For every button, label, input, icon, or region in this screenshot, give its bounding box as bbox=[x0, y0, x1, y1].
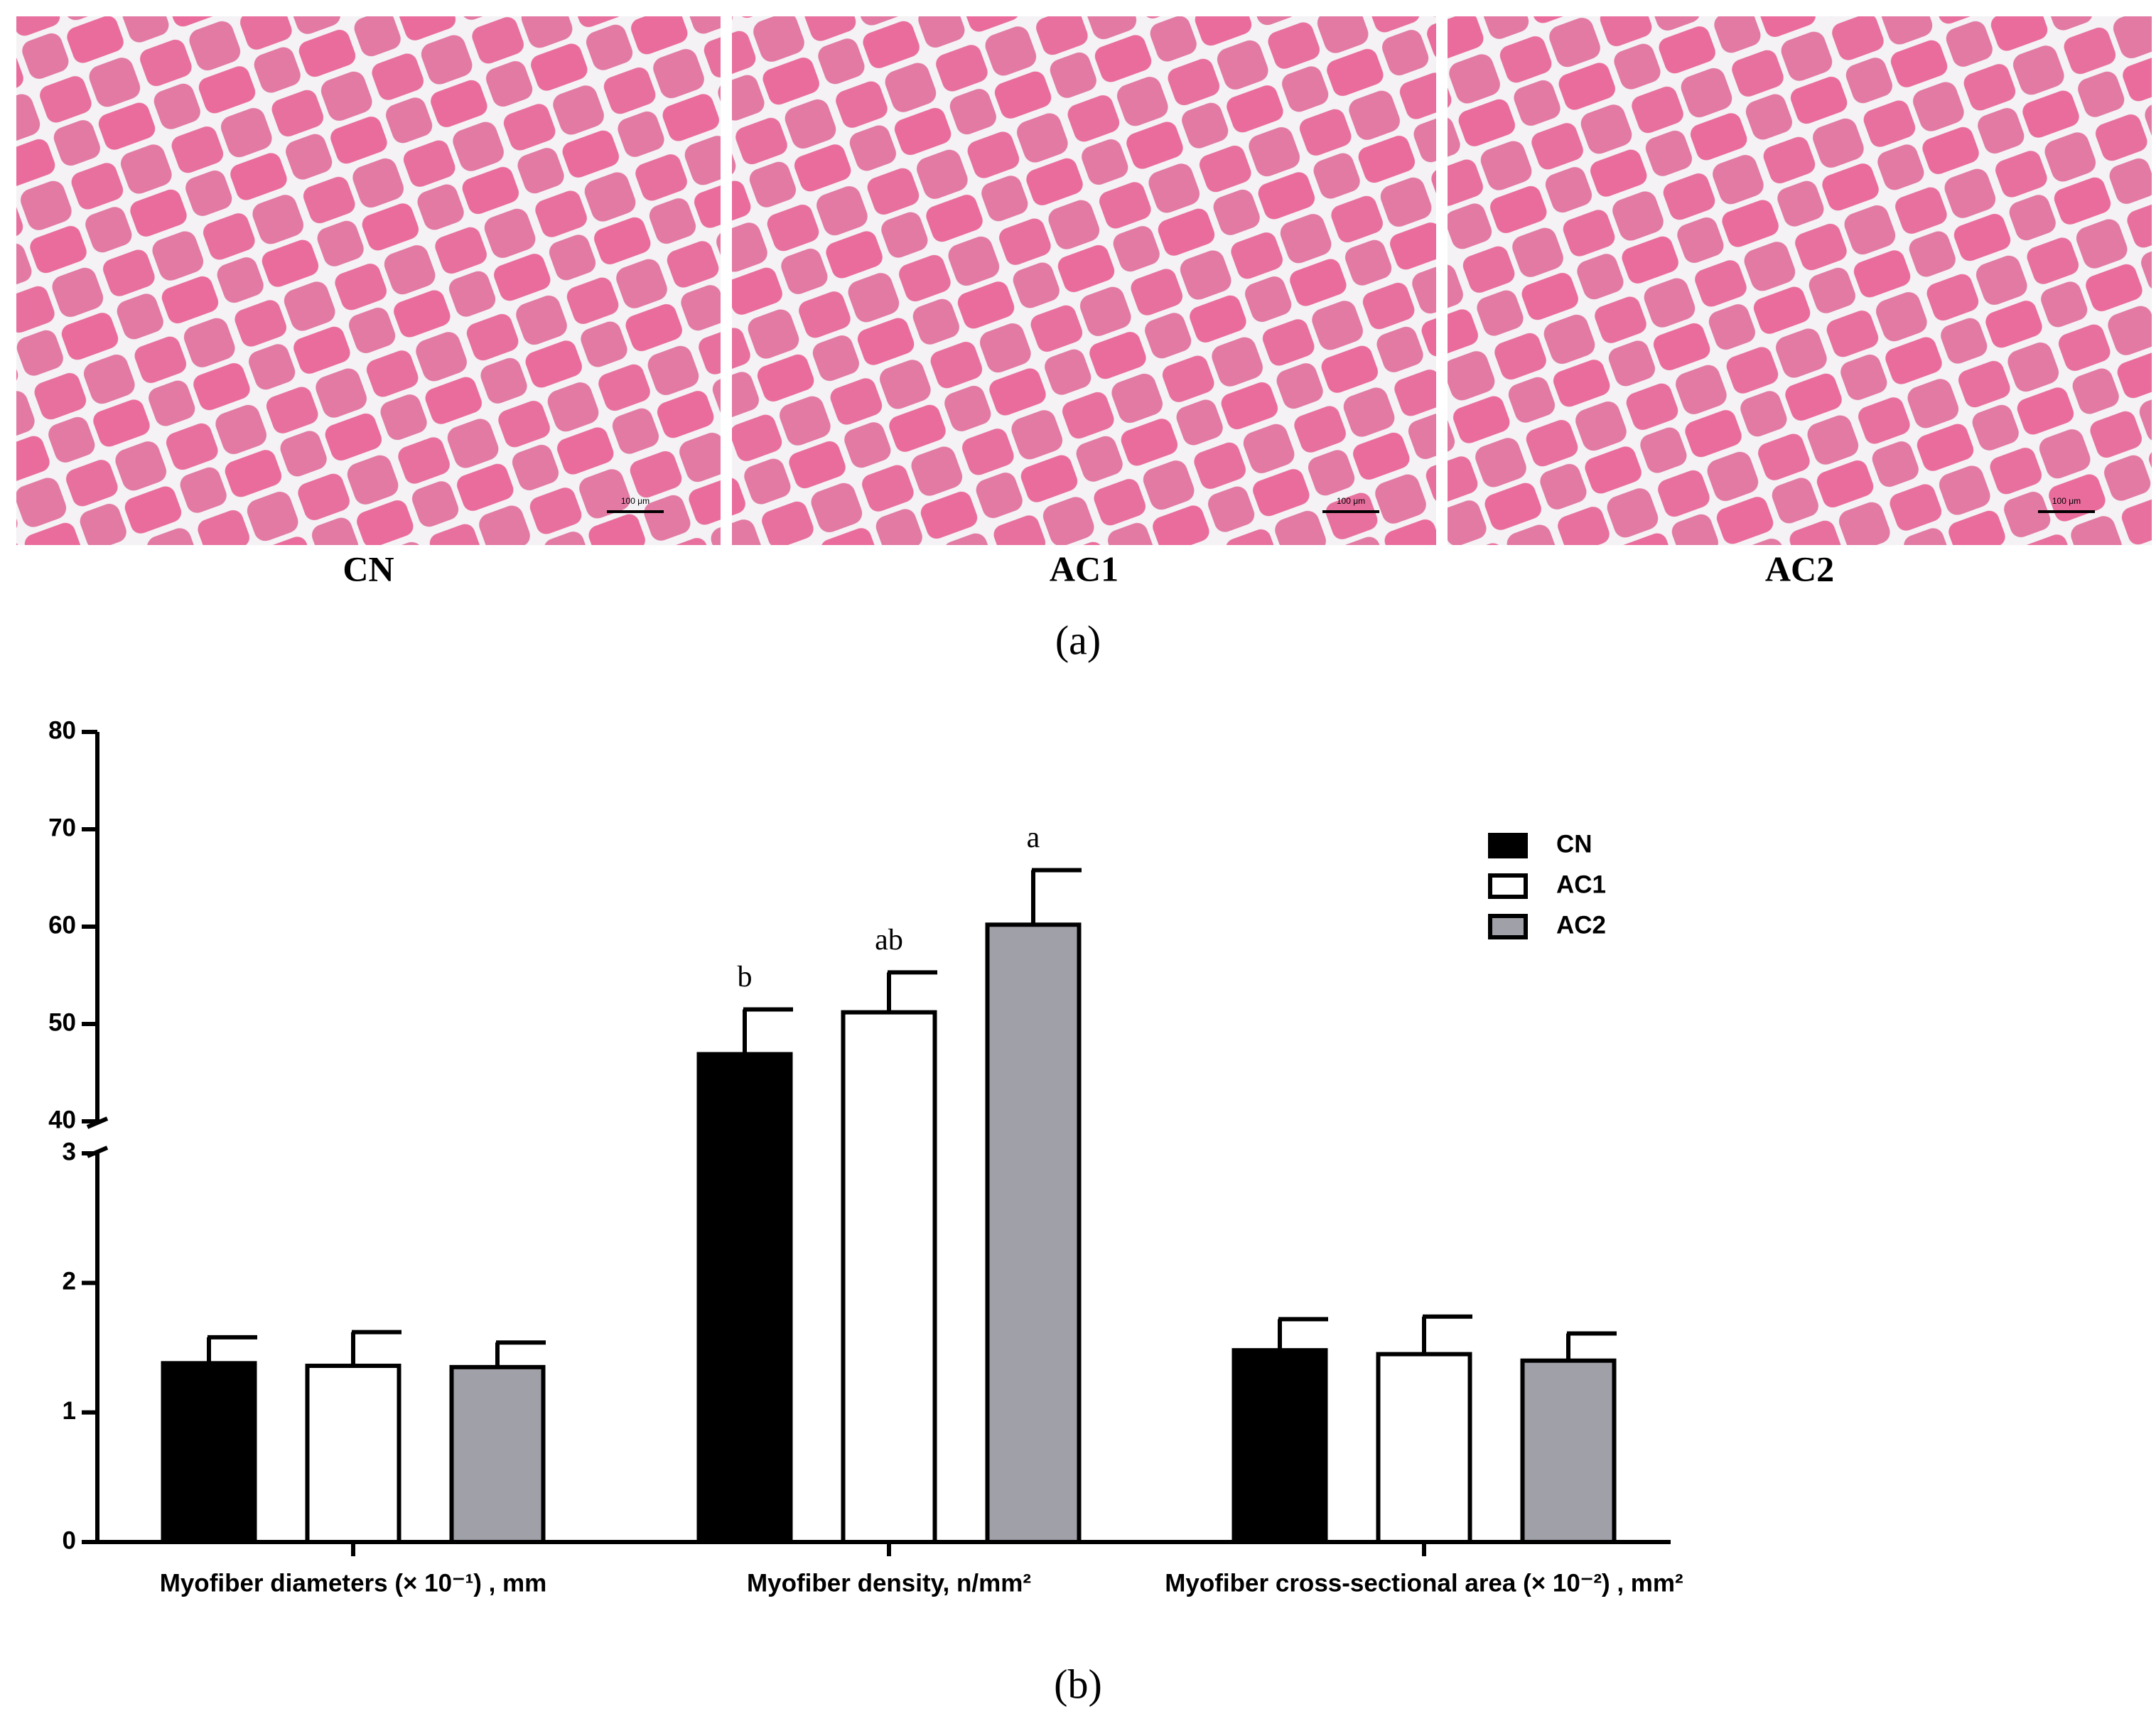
micrograph bbox=[1448, 16, 2152, 545]
bar bbox=[985, 922, 1082, 1544]
bar bbox=[305, 1364, 401, 1544]
bar bbox=[1231, 1348, 1328, 1544]
image-caption: AC1 bbox=[1050, 549, 1119, 588]
panel-a: 100 μm CN 100 μm AC1 100 μm AC2 bbox=[16, 16, 2152, 588]
y-tick-label: 40 bbox=[48, 1106, 76, 1133]
legend-swatch bbox=[1488, 873, 1528, 899]
scale-bar-label: 100 μm bbox=[1337, 496, 1365, 506]
bar bbox=[161, 1361, 257, 1544]
y-tick-label: 60 bbox=[48, 911, 76, 939]
x-tick-label: Myofiber diameters (× 10⁻¹) , mm bbox=[160, 1569, 547, 1597]
bar bbox=[449, 1364, 546, 1544]
image-caption: CN bbox=[343, 549, 394, 588]
bar bbox=[696, 1052, 793, 1544]
micrograph bbox=[16, 16, 721, 545]
scale-bar-label: 100 μm bbox=[621, 496, 650, 506]
panel-label: (a) bbox=[1055, 617, 1101, 663]
legend-swatch bbox=[1488, 833, 1528, 858]
y-tick-label: 3 bbox=[63, 1138, 76, 1165]
y-tick-label: 50 bbox=[48, 1008, 76, 1036]
y-tick-label: 0 bbox=[63, 1526, 76, 1554]
legend-label: AC2 bbox=[1556, 911, 1606, 939]
bar bbox=[841, 1010, 937, 1545]
legend-label: AC1 bbox=[1556, 871, 1606, 898]
image-caption: AC2 bbox=[1765, 549, 1834, 588]
x-tick-label: Myofiber cross-sectional area (× 10⁻²) ,… bbox=[1165, 1569, 1683, 1597]
bar bbox=[1376, 1352, 1472, 1545]
legend-label: CN bbox=[1556, 830, 1592, 858]
y-tick-label: 70 bbox=[48, 814, 76, 841]
bar bbox=[1520, 1358, 1617, 1544]
panel-label: (b) bbox=[1054, 1661, 1102, 1707]
micrograph bbox=[732, 16, 1436, 545]
significance-letter: b bbox=[738, 961, 753, 993]
x-tick-label: Myofiber density, n/mm² bbox=[747, 1569, 1031, 1597]
y-tick-label: 2 bbox=[63, 1268, 76, 1295]
y-tick-label: 80 bbox=[48, 716, 76, 744]
significance-letter: ab bbox=[875, 924, 903, 956]
y-tick-label: 1 bbox=[63, 1397, 76, 1425]
chart: 0 1 2 3 40 50 60 70 80 Myofiber diameters (× 10⁻¹… bbox=[48, 716, 1683, 1597]
significance-letter: a bbox=[1027, 821, 1040, 854]
scale-bar-label: 100 μm bbox=[2052, 496, 2081, 506]
legend-swatch bbox=[1488, 914, 1528, 939]
